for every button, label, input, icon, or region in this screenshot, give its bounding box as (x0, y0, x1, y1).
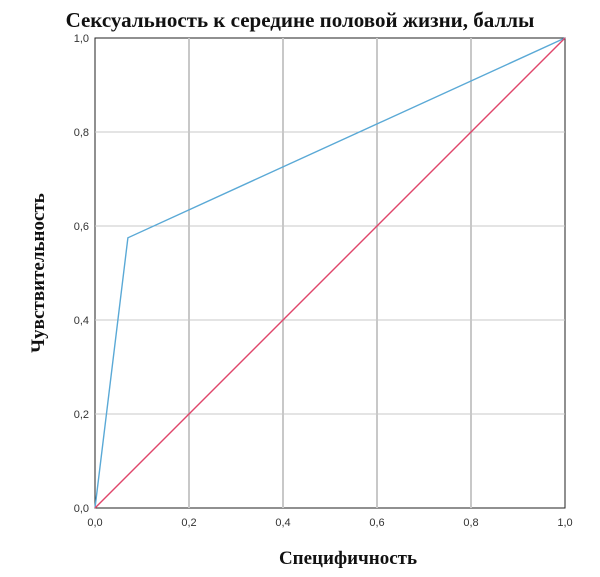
chart-title: Сексуальность к середине половой жизни, … (66, 8, 535, 32)
y-tick-label: 0,4 (74, 315, 89, 327)
y-tick-label: 1,0 (74, 33, 89, 45)
x-tick-label: 0,2 (181, 517, 196, 529)
x-axis-title: Специфичность (279, 548, 417, 569)
x-tick-label: 1,0 (557, 517, 572, 529)
series-group (94, 37, 566, 509)
x-tick-label: 0,8 (463, 517, 478, 529)
x-tick-label: 0,0 (87, 517, 102, 529)
y-tick-label: 0,6 (74, 221, 89, 233)
y-axis-ticks: 0,0 0,2 0,4 0,6 0,8 1,0 (74, 33, 89, 515)
x-tick-label: 0,4 (275, 517, 290, 529)
y-tick-label: 0,2 (74, 409, 89, 421)
x-tick-label: 0,6 (369, 517, 384, 529)
reference-diagonal-line (94, 37, 566, 509)
grid (95, 38, 565, 508)
x-axis-ticks: 0,0 0,2 0,4 0,6 0,8 1,0 (87, 517, 572, 529)
y-tick-label: 0,8 (74, 127, 89, 139)
roc-curve-line (94, 37, 566, 509)
y-axis-title: Чувствительность (28, 193, 49, 353)
y-tick-label: 0,0 (74, 503, 89, 515)
